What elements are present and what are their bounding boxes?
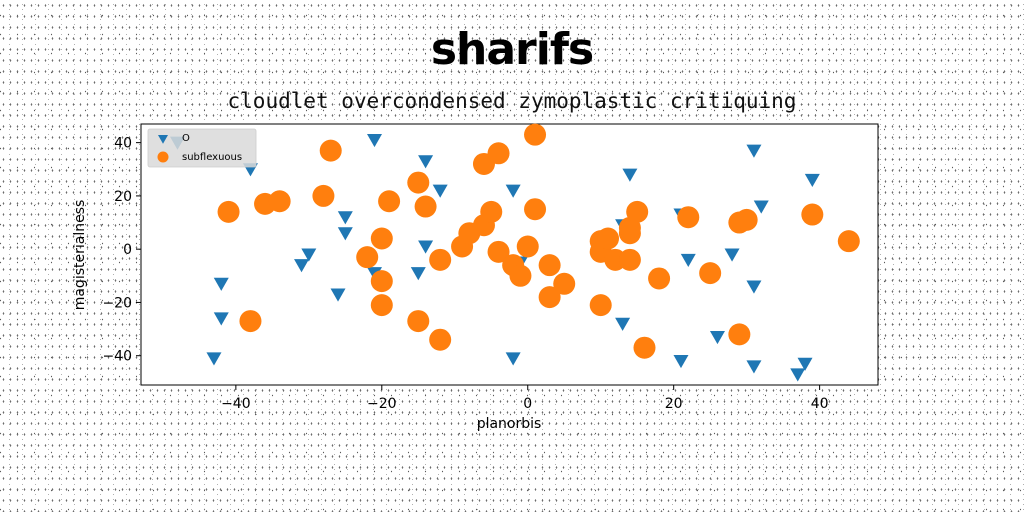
data-point	[370, 294, 393, 317]
chart-title: sharifs	[430, 24, 594, 75]
data-point	[709, 331, 725, 345]
data-point	[615, 317, 631, 331]
x-tick-label: 20	[665, 396, 683, 412]
data-point	[319, 139, 342, 162]
data-point	[294, 259, 310, 273]
data-point	[680, 253, 696, 267]
data-point	[622, 168, 638, 182]
data-point	[746, 360, 762, 374]
data-point	[378, 190, 401, 213]
x-tick-label: −20	[367, 396, 397, 412]
data-point	[301, 248, 317, 262]
data-point	[410, 267, 426, 281]
series-subflexuous	[217, 123, 860, 359]
data-point	[589, 294, 612, 317]
plot-area	[140, 123, 879, 386]
data-point	[312, 184, 335, 207]
data-point	[370, 270, 393, 293]
y-tick-label: −20	[102, 295, 132, 311]
data-point	[724, 248, 740, 262]
data-point	[418, 240, 434, 254]
data-point	[626, 200, 649, 223]
data-marks	[169, 123, 860, 382]
data-point	[538, 254, 561, 277]
data-point	[538, 286, 561, 309]
data-point	[633, 336, 656, 359]
data-point	[753, 200, 769, 214]
data-point	[330, 288, 346, 302]
data-point	[505, 352, 521, 366]
data-point	[797, 357, 813, 371]
data-point	[618, 248, 641, 271]
data-point	[213, 277, 229, 291]
data-point	[217, 200, 240, 223]
data-point	[432, 184, 448, 198]
legend-box	[147, 128, 257, 168]
legend-marker-subflexuous	[157, 151, 169, 163]
data-point	[213, 312, 229, 326]
data-point	[746, 280, 762, 294]
data-point	[699, 262, 722, 285]
axes: −40 −20 0 20 40 −40 −20 0 20 40	[102, 136, 828, 412]
data-point	[429, 328, 452, 351]
x-axis-label: planorbis	[477, 416, 542, 432]
data-point	[677, 206, 700, 229]
legend: O subflexuous	[147, 128, 257, 168]
data-point	[516, 235, 539, 258]
data-point	[505, 184, 521, 198]
legend-marker-o	[158, 135, 168, 144]
chart-subtitle: cloudlet overcondensed zymoplastic criti…	[227, 89, 797, 113]
data-point	[735, 208, 758, 231]
x-tick-label: 0	[523, 396, 532, 412]
legend-label-o: O	[182, 133, 190, 144]
data-point	[673, 355, 689, 369]
data-point	[746, 144, 762, 158]
data-point	[837, 230, 860, 253]
data-point	[206, 352, 222, 366]
y-tick-label: 40	[114, 136, 132, 152]
data-point	[728, 323, 751, 346]
data-point	[367, 133, 383, 148]
x-tick-label: −40	[221, 396, 251, 412]
data-point	[487, 240, 510, 263]
x-tick-label: 40	[811, 396, 829, 412]
data-point	[356, 246, 379, 269]
y-tick-label: 0	[123, 242, 132, 258]
y-tick-label: 20	[114, 189, 132, 205]
data-point	[790, 368, 806, 382]
data-point	[648, 267, 671, 290]
data-point	[429, 248, 452, 271]
data-point	[524, 198, 547, 221]
y-tick-label: −40	[102, 349, 132, 365]
data-point	[553, 272, 576, 295]
y-axis-label: magisterialness	[72, 200, 88, 311]
data-point	[407, 171, 430, 194]
data-point	[337, 211, 353, 225]
data-point	[597, 227, 620, 250]
data-point	[524, 123, 547, 146]
data-point	[407, 310, 430, 333]
data-point	[337, 227, 353, 241]
data-point	[268, 190, 291, 213]
data-point	[480, 200, 503, 223]
data-point	[239, 310, 262, 333]
data-point	[418, 155, 434, 169]
data-point	[509, 264, 532, 287]
data-point	[487, 142, 510, 165]
data-point	[414, 195, 437, 218]
legend-label-subflexuous: subflexuous	[182, 152, 242, 163]
data-point	[370, 227, 393, 250]
data-point	[801, 203, 824, 226]
data-point	[804, 173, 820, 188]
